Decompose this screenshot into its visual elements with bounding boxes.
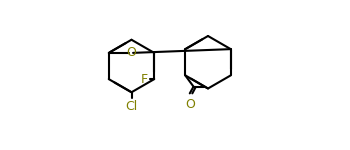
Text: O: O (185, 98, 195, 111)
Text: Cl: Cl (125, 100, 138, 114)
Text: O: O (126, 46, 136, 59)
Text: F: F (140, 73, 147, 86)
